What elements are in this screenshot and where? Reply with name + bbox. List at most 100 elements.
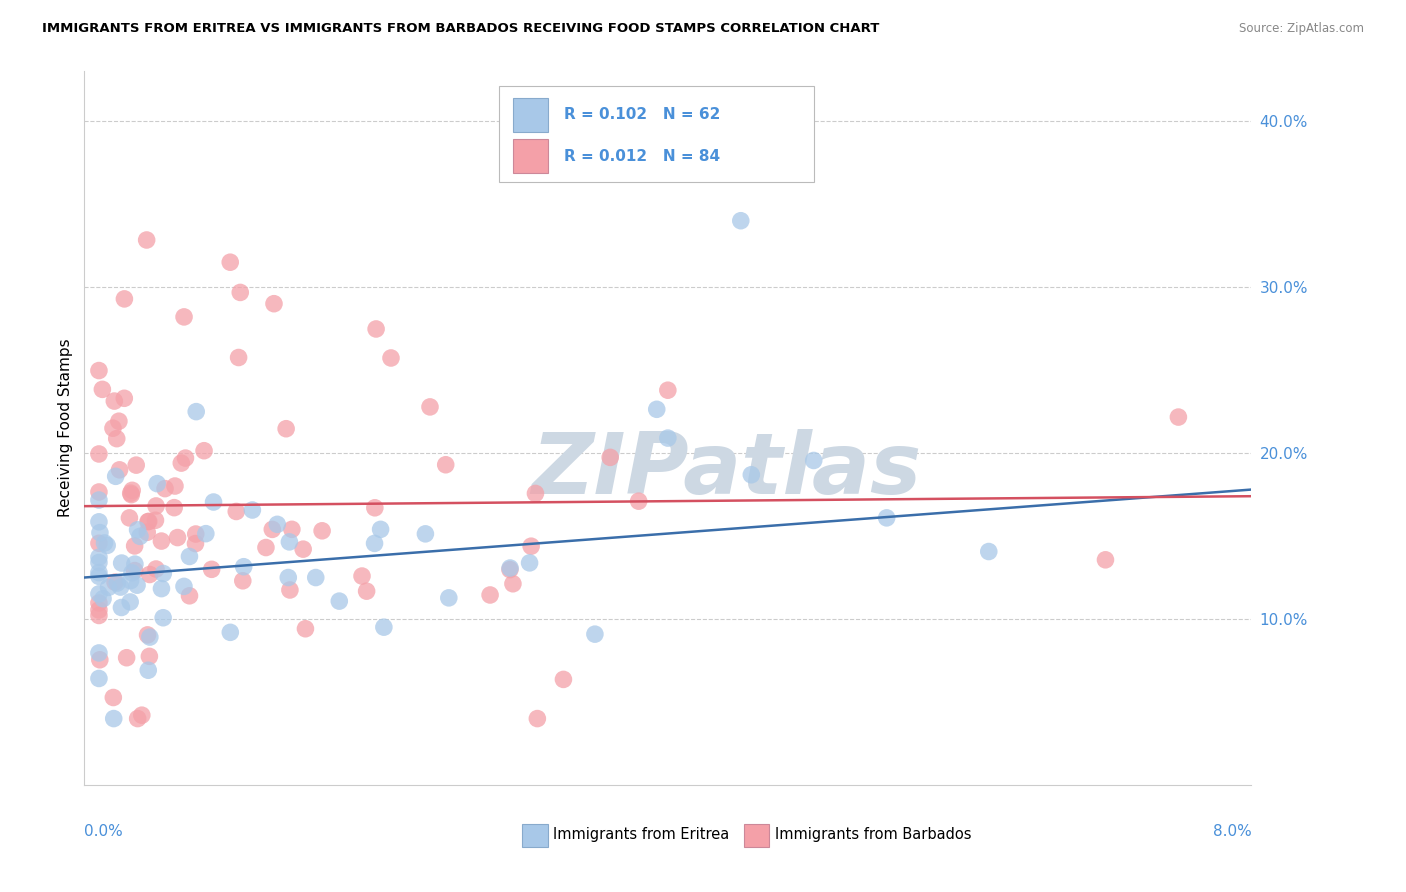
Point	[479, 588, 502, 602]
Point	[101, 421, 124, 435]
Point	[350, 569, 373, 583]
Point	[129, 529, 152, 543]
Point	[1094, 553, 1116, 567]
Point	[91, 591, 114, 606]
FancyBboxPatch shape	[513, 139, 548, 173]
Point	[370, 522, 392, 536]
Point	[1167, 410, 1189, 425]
Point	[110, 600, 132, 615]
Point	[278, 582, 301, 597]
Point	[242, 503, 264, 517]
Point	[105, 432, 128, 446]
Text: Immigrants from Eritrea: Immigrants from Eritrea	[554, 828, 730, 842]
Point	[97, 581, 120, 595]
Point	[120, 574, 142, 588]
Text: IMMIGRANTS FROM ERITREA VS IMMIGRANTS FROM BARBADOS RECEIVING FOOD STAMPS CORREL: IMMIGRANTS FROM ERITREA VS IMMIGRANTS FR…	[42, 22, 880, 36]
Point	[499, 563, 522, 577]
Point	[124, 564, 146, 578]
Point	[124, 539, 146, 553]
Point	[125, 578, 148, 592]
Point	[179, 549, 201, 564]
Point	[499, 561, 522, 575]
Point	[87, 596, 110, 610]
Point	[127, 712, 149, 726]
Point	[803, 453, 825, 467]
Point	[225, 504, 247, 518]
Point	[96, 538, 118, 552]
Point	[262, 522, 284, 536]
Point	[145, 562, 167, 576]
Text: Immigrants from Barbados: Immigrants from Barbados	[775, 828, 972, 842]
Point	[740, 467, 762, 482]
Point	[373, 620, 395, 634]
Point	[104, 469, 127, 483]
Point	[519, 556, 541, 570]
Point	[118, 511, 141, 525]
Point	[87, 587, 110, 601]
Point	[194, 526, 217, 541]
Point	[87, 447, 110, 461]
FancyBboxPatch shape	[744, 824, 769, 847]
Point	[266, 517, 288, 532]
Point	[124, 557, 146, 571]
Point	[294, 622, 316, 636]
Point	[356, 584, 378, 599]
Point	[145, 499, 167, 513]
Point	[108, 414, 131, 428]
Point	[87, 672, 110, 686]
Point	[219, 625, 242, 640]
Point	[184, 527, 207, 541]
Point	[645, 402, 668, 417]
Point	[136, 628, 159, 642]
Point	[173, 579, 195, 593]
Point	[138, 567, 160, 582]
Point	[110, 580, 132, 594]
Point	[278, 534, 301, 549]
Point	[254, 541, 277, 555]
Point	[163, 500, 186, 515]
Point	[520, 539, 543, 553]
Point	[419, 400, 441, 414]
Point	[276, 422, 298, 436]
Point	[366, 322, 388, 336]
Point	[138, 515, 160, 529]
FancyBboxPatch shape	[499, 86, 814, 182]
Point	[87, 536, 110, 550]
Text: R = 0.012   N = 84: R = 0.012 N = 84	[564, 149, 720, 164]
Point	[152, 566, 174, 581]
Point	[91, 383, 114, 397]
Point	[201, 562, 224, 576]
Point	[229, 285, 252, 300]
Point	[415, 526, 437, 541]
Point	[163, 479, 186, 493]
Point	[184, 536, 207, 550]
Y-axis label: Receiving Food Stamps: Receiving Food Stamps	[58, 339, 73, 517]
Point	[730, 213, 752, 227]
Point	[87, 603, 110, 617]
Point	[87, 569, 110, 583]
Point	[277, 570, 299, 584]
Point	[364, 500, 387, 515]
Point	[232, 574, 254, 588]
Point	[89, 653, 111, 667]
Point	[111, 556, 134, 570]
Point	[219, 255, 242, 269]
Point	[104, 575, 127, 590]
Point	[87, 515, 110, 529]
Point	[186, 404, 208, 418]
Point	[145, 513, 167, 527]
Point	[112, 292, 135, 306]
Point	[876, 511, 898, 525]
Point	[627, 494, 650, 508]
Point	[657, 383, 679, 397]
Point	[292, 542, 315, 557]
Point	[380, 351, 402, 365]
Point	[193, 443, 215, 458]
Point	[305, 570, 328, 584]
Point	[173, 310, 195, 324]
FancyBboxPatch shape	[513, 98, 548, 132]
Text: ZIPatlas: ZIPatlas	[531, 429, 921, 513]
Point	[93, 536, 115, 550]
Point	[103, 690, 125, 705]
Point	[120, 595, 142, 609]
